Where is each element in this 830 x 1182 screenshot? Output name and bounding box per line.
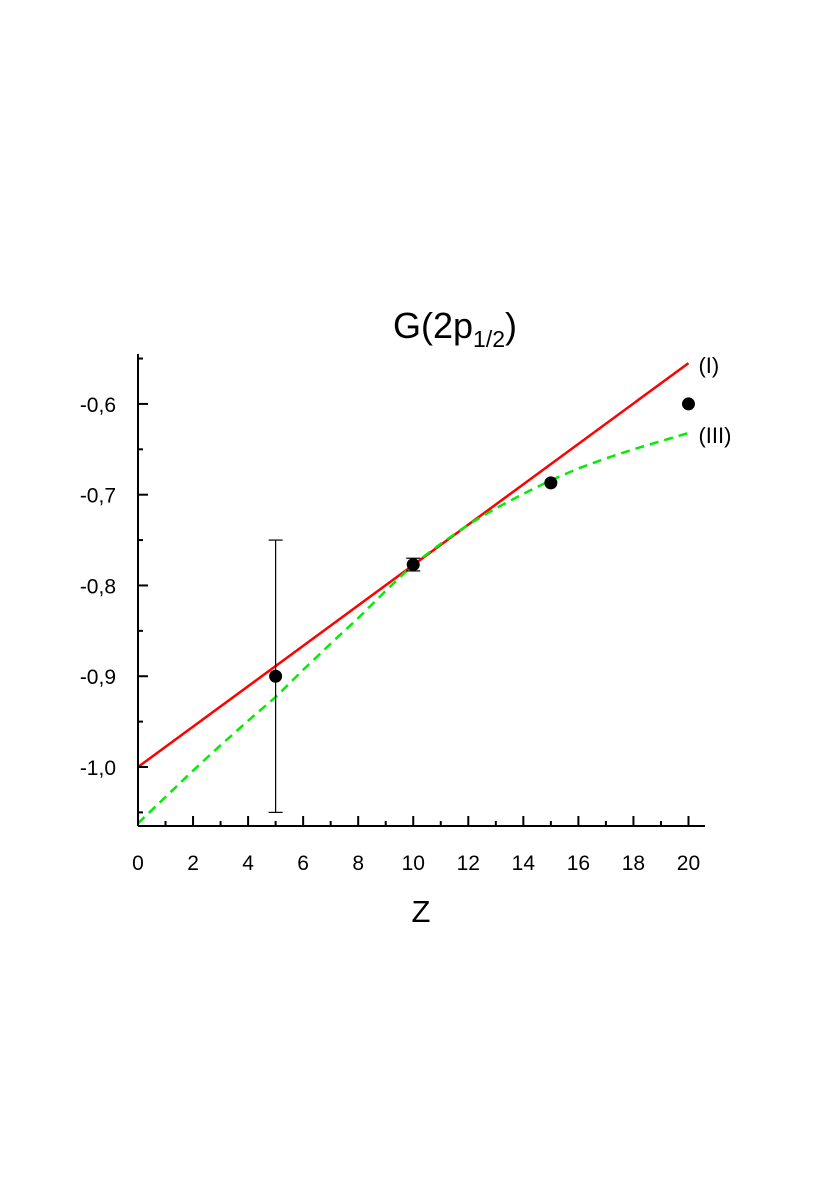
x-tick-label: 2 [187,852,199,875]
axis-labels: 0 2 4 6 8 10 12 14 16 18 20 -1,0 -0,9 -0,8 -0,7 -0,6 (I)… [80,353,732,875]
y-tick-label: -0,8 [80,575,116,598]
x-axis-title: Z [412,894,431,929]
x-tick-label: 18 [622,852,645,875]
series-label-2: (III) [698,423,731,448]
axes [137,354,705,827]
x-tick-label: 4 [242,852,254,875]
x-tick-label: 14 [512,852,536,875]
x-tick-label: 6 [297,852,309,875]
chart-title-main: G(2p [393,305,473,346]
chart-title: G(2p1/2) [393,305,517,352]
x-tick-label: 20 [677,852,700,875]
series-line-2 [137,431,689,825]
plot-area [137,362,695,825]
chart-title-close: ) [505,305,517,346]
data-point [544,476,558,490]
data-point [681,397,695,411]
series-label-1: (I) [698,353,719,378]
chart-title-subscript: 1/2 [473,326,505,352]
x-tick-label: 10 [402,852,425,875]
y-tick-label: -1,0 [80,757,116,780]
x-tick-label: 0 [132,852,144,875]
y-tick-label: -0,9 [80,666,116,689]
data-point [269,669,283,683]
y-tick-label: -0,6 [80,394,116,417]
y-tick-label: -0,7 [80,485,116,508]
x-tick-label: 16 [567,852,590,875]
x-tick-label: 8 [352,852,364,875]
data-point [406,558,420,572]
x-tick-label: 12 [457,852,480,875]
